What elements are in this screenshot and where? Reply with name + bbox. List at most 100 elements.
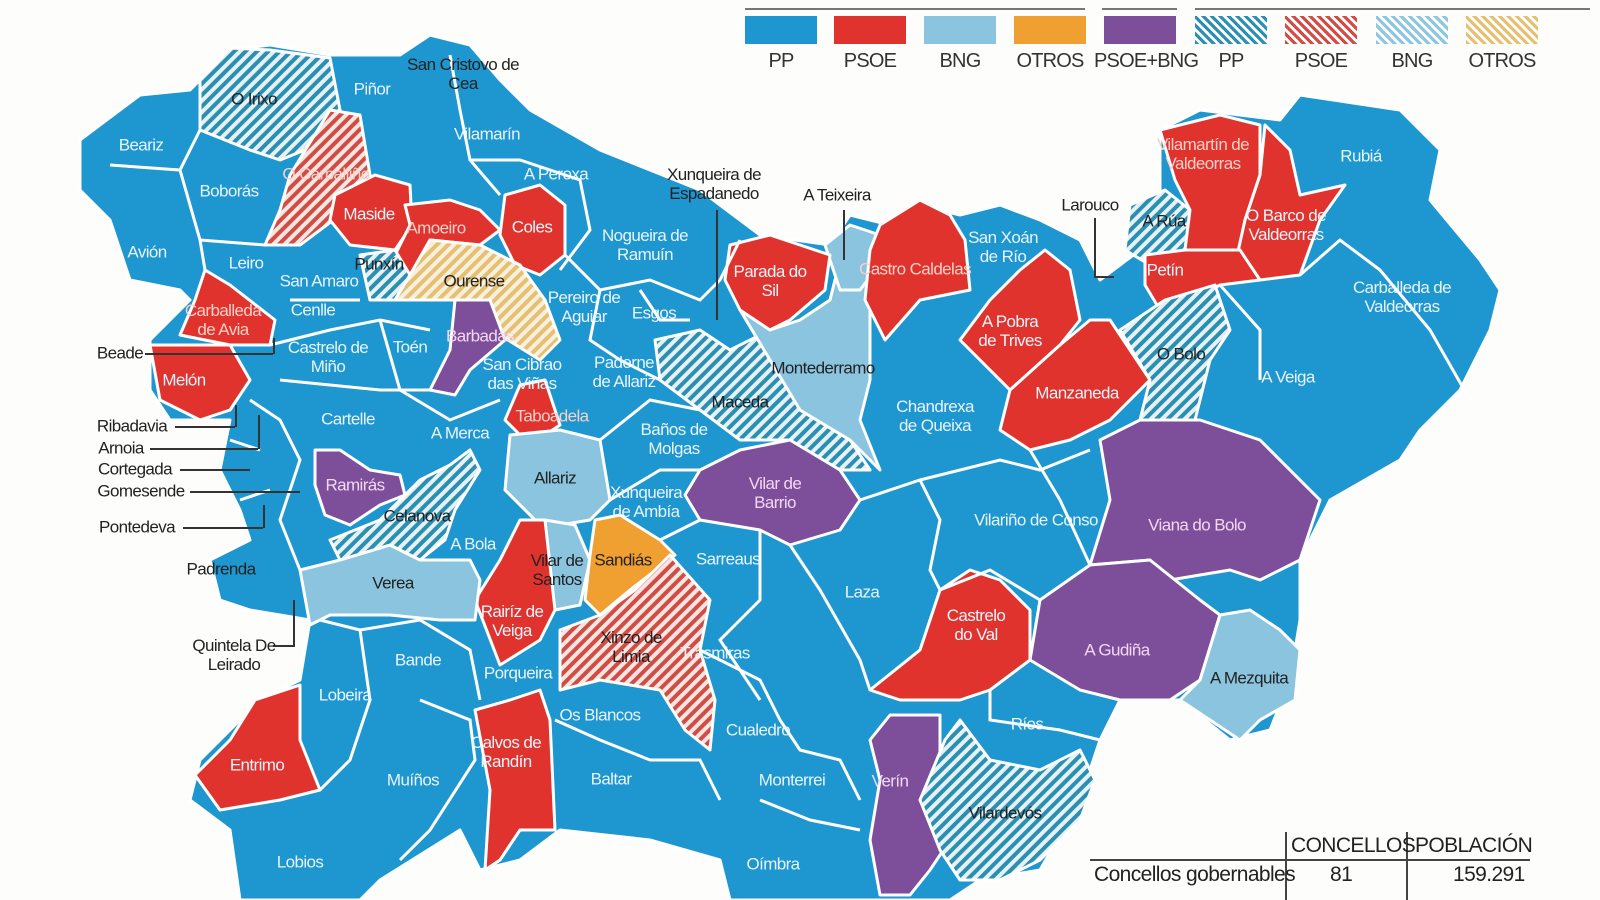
municipality-label: Cualedro xyxy=(725,720,791,740)
municipality-label: Monterrei xyxy=(758,770,826,790)
municipality-label: A Rúa xyxy=(1142,211,1186,231)
region-melon xyxy=(148,343,252,422)
municipality-label: Rairíz de Veiga xyxy=(480,602,544,640)
municipality-label: Avión xyxy=(127,242,167,262)
municipality-label: Ribadavia xyxy=(96,416,168,436)
municipality-label: Viana do Bolo xyxy=(1148,515,1246,535)
municipality-label: Toén xyxy=(392,337,428,357)
municipality-label: Quintela De Leirado xyxy=(192,636,276,674)
municipality-label: Montederramo xyxy=(771,358,875,378)
leader-line-xunqueira-espadanedo xyxy=(716,210,718,320)
stats-divider-1 xyxy=(1285,832,1287,900)
municipality-label: Vilariño de Conso xyxy=(974,510,1098,530)
leader-line-pontedeva-v xyxy=(263,505,265,528)
legend-label: PP xyxy=(768,50,794,72)
municipality-label: Beariz xyxy=(118,135,164,155)
municipality-label: Ourense xyxy=(443,271,505,291)
legend-label: BNG xyxy=(939,50,982,72)
municipality-label: Carballeda de Valdeorras xyxy=(1352,278,1452,316)
municipality-label: Verín xyxy=(871,771,909,791)
region-allariz xyxy=(503,428,612,527)
municipality-label: Vilardevós xyxy=(968,803,1042,823)
municipality-label: Parada do Sil xyxy=(733,262,807,300)
leader-line-arnoia-v xyxy=(258,415,260,449)
stats-divider-2 xyxy=(1406,832,1408,900)
municipality-label: Vilar de Santos xyxy=(530,551,584,589)
legend-swatch-hatched-pp xyxy=(1195,16,1267,44)
municipality-label: Carballeda de Avia xyxy=(184,301,262,339)
region-o-carballino xyxy=(263,108,372,247)
legend-swatch-hatched-otros xyxy=(1466,16,1538,44)
leader-line-cortegada xyxy=(180,469,250,471)
municipality-label: O Carballiño xyxy=(282,164,370,184)
municipality-label: Ramirás xyxy=(325,475,385,495)
municipality-label: Oímbra xyxy=(746,854,800,874)
municipality-label: Ríos xyxy=(1010,714,1044,734)
municipality-label: Baños de Molgas xyxy=(640,420,708,458)
leader-line-ribadavia-v xyxy=(235,405,237,427)
municipality-label: Cortegada xyxy=(98,459,173,479)
municipality-label: Trasmiras xyxy=(680,643,750,663)
region-calvos-de-randin xyxy=(473,688,557,872)
municipality-label: Rubiá xyxy=(1340,146,1382,166)
legend-label: PSOE xyxy=(843,50,897,72)
municipality-label: San Amaro xyxy=(279,271,359,291)
legend-label: OTROS xyxy=(1468,50,1536,72)
municipality-label: Laza xyxy=(844,582,880,602)
municipality-label: Manzaneda xyxy=(1035,383,1119,403)
leader-line-a-teixeira xyxy=(843,210,845,260)
municipality-label: Allariz xyxy=(533,468,577,488)
legend-swatch-hatched-bng xyxy=(1376,16,1448,44)
region-rairiz-de-veiga xyxy=(473,518,557,667)
municipality-label: Lobios xyxy=(276,852,324,872)
municipality-label: Pereiro de Aguiar xyxy=(547,288,621,326)
legend-label: OTROS xyxy=(1016,50,1084,72)
municipality-label: A Gudiña xyxy=(1084,640,1150,660)
region-manzaneda xyxy=(998,318,1152,452)
municipality-label: Amoeiro xyxy=(406,218,466,238)
municipality-label: San Cibrao das Viñas xyxy=(482,355,562,393)
legend-swatch-solid-pp xyxy=(745,16,817,44)
municipality-label: Castrelo do Val xyxy=(946,606,1006,644)
leader-line-gomesende xyxy=(190,491,300,493)
municipality-label: San Cristovo de Cea xyxy=(407,55,520,93)
leader-line-larouco xyxy=(1094,218,1096,276)
stats-header-rule xyxy=(1090,859,1530,861)
leader-line-pontedeva xyxy=(183,527,263,529)
legend-swatch-hatched-psoe xyxy=(1285,16,1357,44)
municipality-label: Xunqueira de Ambía xyxy=(609,483,683,521)
region-a-mezquita xyxy=(1178,608,1302,742)
municipality-label: Cartelle xyxy=(321,409,375,429)
legend-group-line-coalition xyxy=(1102,8,1177,10)
leader-line-larouco-h xyxy=(1094,276,1114,278)
municipality-label: Vilamartín de Valdeorras xyxy=(1156,135,1250,173)
stats-poblacion-value: 159.291 xyxy=(1453,863,1525,886)
municipality-label: A Peroxa xyxy=(523,164,589,184)
municipality-label: Sarreaus xyxy=(695,549,761,569)
municipality-label: Sandiás xyxy=(594,550,652,570)
municipality-label: Bande xyxy=(394,650,442,670)
municipality-label: O Irixo xyxy=(231,89,277,109)
stats-concellos-value: 81 xyxy=(1330,863,1353,886)
municipality-label: Beade xyxy=(96,343,144,363)
leader-line-quintela xyxy=(273,645,295,647)
municipality-label: Verea xyxy=(372,573,414,593)
stats-header-poblacion: POBLACIÓN xyxy=(1415,834,1533,857)
municipality-label: Xinzo de Limia xyxy=(600,628,662,666)
municipality-label: Calvos de Randín xyxy=(470,733,542,771)
region-a-pobra-de-trives xyxy=(958,248,1082,392)
municipality-label: Cenlle xyxy=(290,300,336,320)
legend-swatch-solid-psoe_bng xyxy=(1104,16,1176,44)
municipality-label: A Bola xyxy=(450,534,496,554)
municipality-label: Vilamarín xyxy=(453,124,521,144)
municipality-label: Barbadás xyxy=(446,326,515,346)
region-vilardevos xyxy=(918,718,1097,882)
region-ramiras xyxy=(313,448,407,527)
municipality-label: San Xoán de Río xyxy=(968,228,1038,266)
municipality-label: Piñor xyxy=(353,79,391,99)
region-vilar-de-barrio xyxy=(683,438,862,547)
municipality-label: Boborás xyxy=(199,181,259,201)
municipality-label: Punxín xyxy=(354,254,404,274)
legend-swatch-solid-bng xyxy=(924,16,996,44)
municipality-label: A Merca xyxy=(430,423,490,443)
